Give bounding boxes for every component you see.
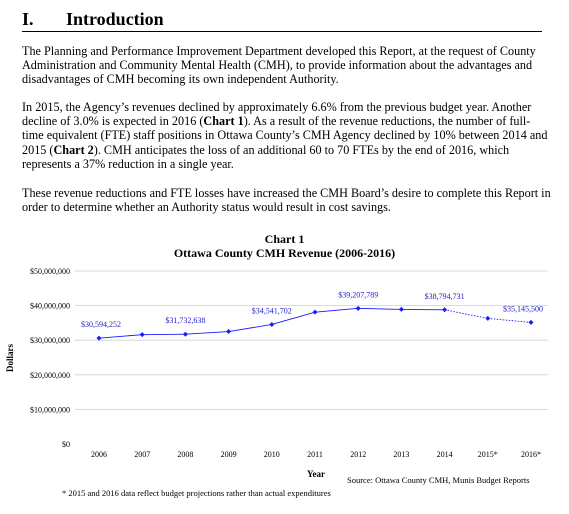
chart-source: Source: Ottawa County CMH, Munis Budget …	[347, 475, 530, 485]
data-point	[442, 307, 448, 313]
paragraph-2-text-c: ). As a result of the revenue reductions…	[22, 114, 548, 157]
series-line-segment	[314, 307, 359, 313]
series-line-segment	[444, 309, 488, 319]
x-tick-label: 2016*	[521, 450, 541, 459]
data-label: $31,732,638	[165, 316, 205, 325]
chart-title: Ottawa County CMH Revenue (2006-2016)	[173, 246, 396, 260]
y-tick-label: $10,000,000	[30, 405, 70, 414]
series-line-segment	[271, 311, 316, 325]
section-number: I.	[22, 9, 34, 29]
x-tick-label: 2010	[264, 450, 280, 459]
x-tick-label: 2015*	[478, 450, 498, 459]
series-line-segment	[358, 307, 402, 310]
x-tick-label: 2009	[221, 450, 237, 459]
series-line-segment	[185, 331, 229, 335]
y-axis-title: Dollars	[5, 344, 15, 372]
data-point	[269, 321, 275, 327]
data-label: $39,207,789	[338, 290, 378, 299]
chart-2-reference: Chart 2	[53, 142, 94, 157]
data-point	[355, 305, 361, 311]
data-label: $38,794,731	[425, 292, 465, 301]
data-label: $35,145,500	[503, 304, 543, 313]
y-tick-label: $50,000,000	[30, 267, 70, 276]
x-tick-label: 2011	[307, 450, 323, 459]
paragraph-1: The Planning and Performance Improvement…	[22, 44, 536, 87]
x-axis-title: Year	[307, 469, 325, 479]
chart-label: Chart 1	[264, 232, 305, 246]
x-tick-label: 2014	[437, 450, 453, 459]
section-heading: I. Introduction	[22, 9, 542, 32]
paragraph-2: In 2015, the Agency’s revenues declined …	[22, 100, 552, 171]
data-point	[182, 331, 188, 337]
x-tick-label: 2007	[134, 450, 150, 459]
y-tick-label: $30,000,000	[30, 336, 70, 345]
y-tick-label: $0	[62, 440, 70, 449]
section-title: Introduction	[66, 9, 164, 29]
chart-1-reference: Chart 1	[203, 114, 244, 129]
paragraph-2-text-e: ). CMH anticipates the loss of an additi…	[22, 142, 510, 171]
data-label: $30,594,252	[81, 320, 121, 329]
y-tick-label: $40,000,000	[30, 302, 70, 311]
data-point	[226, 329, 232, 335]
data-point	[485, 315, 491, 321]
data-point	[139, 332, 145, 338]
data-point	[398, 306, 404, 312]
series-line-segment	[98, 334, 143, 339]
series-line-segment	[228, 324, 272, 332]
x-tick-label: 2013	[393, 450, 409, 459]
x-tick-label: 2006	[91, 450, 107, 459]
x-tick-label: 2008	[177, 450, 193, 459]
data-label: $34,541,702	[252, 306, 292, 315]
paragraph-3: These revenue reductions and FTE losses …	[22, 186, 551, 215]
x-tick-label: 2012	[350, 450, 366, 459]
y-tick-label: $20,000,000	[30, 371, 70, 380]
series-line-segment	[487, 317, 532, 323]
data-point	[312, 309, 318, 315]
data-point	[96, 335, 102, 341]
paragraph-2-text-a: In 2015, the Agency’s revenues declined …	[22, 100, 532, 129]
chart-footnote: * 2015 and 2016 data reflect budget proj…	[62, 488, 331, 498]
data-point	[528, 319, 534, 325]
